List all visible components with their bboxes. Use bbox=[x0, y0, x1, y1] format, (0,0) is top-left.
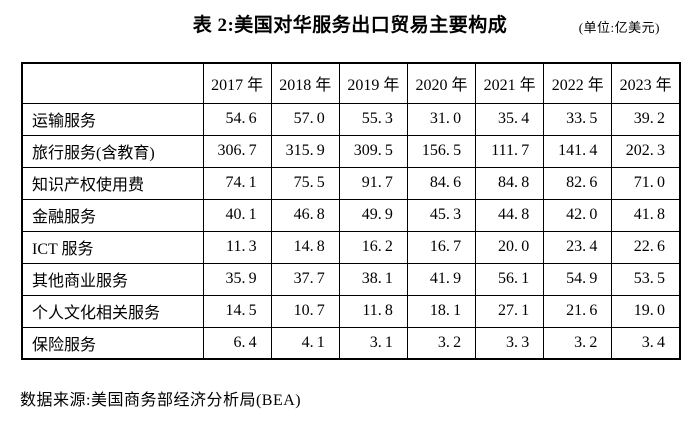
table-row: 个人文化相关服务 14. 5 10. 7 11. 8 18. 1 27. 1 21. 6 19… bbox=[21, 294, 681, 328]
row-label: 保险服务 bbox=[21, 326, 204, 360]
value-cell: 141. 4 bbox=[543, 134, 613, 168]
corner-cell bbox=[21, 62, 204, 104]
value-cell: 18. 1 bbox=[406, 294, 477, 328]
value-cell: 84. 8 bbox=[475, 166, 545, 200]
value-cell: 22. 6 bbox=[611, 230, 681, 264]
value-cell: 11. 3 bbox=[202, 230, 272, 264]
value-cell: 21. 6 bbox=[543, 294, 613, 328]
value-cell: 11. 8 bbox=[338, 294, 408, 328]
table-header: 表 2:美国对华服务出口贸易主要构成 (单位:亿美元) bbox=[0, 0, 700, 42]
value-cell: 74. 1 bbox=[202, 166, 272, 200]
value-cell: 35. 4 bbox=[475, 102, 545, 136]
value-cell: 56. 1 bbox=[475, 262, 545, 296]
value-cell: 82. 6 bbox=[543, 166, 613, 200]
value-cell: 3. 2 bbox=[543, 326, 613, 360]
value-cell: 306. 7 bbox=[202, 134, 272, 168]
value-cell: 14. 8 bbox=[270, 230, 340, 264]
value-cell: 40. 1 bbox=[202, 198, 272, 232]
value-cell: 39. 2 bbox=[611, 102, 681, 136]
value-cell: 27. 1 bbox=[475, 294, 545, 328]
value-cell: 16. 2 bbox=[338, 230, 408, 264]
table-title: 表 2:美国对华服务出口贸易主要构成 bbox=[192, 15, 508, 36]
value-cell: 38. 1 bbox=[338, 262, 408, 296]
value-cell: 23. 4 bbox=[543, 230, 613, 264]
column-header: 2019 年 bbox=[338, 62, 408, 104]
table-row: 其他商业服务 35. 9 37. 7 38. 1 41. 9 56. 1 54. 9 53. … bbox=[21, 262, 681, 296]
value-cell: 315. 9 bbox=[270, 134, 340, 168]
column-header: 2022 年 bbox=[543, 62, 613, 104]
value-cell: 3. 2 bbox=[406, 326, 477, 360]
value-cell: 3. 3 bbox=[475, 326, 545, 360]
value-cell: 156. 5 bbox=[406, 134, 477, 168]
column-header: 2021 年 bbox=[475, 62, 545, 104]
row-label: 运输服务 bbox=[21, 102, 204, 136]
value-cell: 57. 0 bbox=[270, 102, 340, 136]
value-cell: 14. 5 bbox=[202, 294, 272, 328]
table-row: 保险服务 6. 4 4. 1 3. 1 3. 2 3. 3 3. 2 3. 4 bbox=[21, 326, 681, 360]
value-cell: 54. 6 bbox=[202, 102, 272, 136]
value-cell: 3. 4 bbox=[611, 326, 681, 360]
row-label: 知识产权使用费 bbox=[21, 166, 204, 200]
value-cell: 309. 5 bbox=[338, 134, 408, 168]
table-row: 知识产权使用费 74. 1 75. 5 91. 7 84. 6 84. 8 82. 6 71.… bbox=[21, 166, 681, 200]
value-cell: 46. 8 bbox=[270, 198, 340, 232]
value-cell: 4. 1 bbox=[270, 326, 340, 360]
row-label: ICT 服务 bbox=[21, 230, 204, 264]
value-cell: 41. 9 bbox=[406, 262, 477, 296]
value-cell: 91. 7 bbox=[338, 166, 408, 200]
row-label: 旅行服务(含教育) bbox=[21, 134, 204, 168]
value-cell: 111. 7 bbox=[475, 134, 545, 168]
row-label: 个人文化相关服务 bbox=[21, 294, 204, 328]
column-header: 2023 年 bbox=[611, 62, 681, 104]
row-label: 其他商业服务 bbox=[21, 262, 204, 296]
value-cell: 45. 3 bbox=[406, 198, 477, 232]
value-cell: 53. 5 bbox=[611, 262, 681, 296]
table-row: 运输服务 54. 6 57. 0 55. 3 31. 0 35. 4 33. 5 39. 2 bbox=[21, 102, 681, 136]
table-header-row: 2017 年 2018 年 2019 年 2020 年 2021 年 2022 年 2023… bbox=[21, 62, 681, 104]
value-cell: 84. 6 bbox=[406, 166, 477, 200]
unit-note: (单位:亿美元) bbox=[578, 20, 660, 35]
value-cell: 10. 7 bbox=[270, 294, 340, 328]
value-cell: 44. 8 bbox=[475, 198, 545, 232]
column-header: 2018 年 bbox=[270, 62, 340, 104]
row-label: 金融服务 bbox=[21, 198, 204, 232]
table-row: ICT 服务 11. 3 14. 8 16. 2 16. 7 20. 0 23. 4 22. … bbox=[21, 230, 681, 264]
value-cell: 37. 7 bbox=[270, 262, 340, 296]
value-cell: 42. 0 bbox=[543, 198, 613, 232]
value-cell: 75. 5 bbox=[270, 166, 340, 200]
value-cell: 20. 0 bbox=[475, 230, 545, 264]
value-cell: 6. 4 bbox=[202, 326, 272, 360]
value-cell: 3. 1 bbox=[338, 326, 408, 360]
value-cell: 31. 0 bbox=[406, 102, 477, 136]
value-cell: 54. 9 bbox=[543, 262, 613, 296]
value-cell: 41. 8 bbox=[611, 198, 681, 232]
value-cell: 33. 5 bbox=[543, 102, 613, 136]
column-header: 2020 年 bbox=[406, 62, 477, 104]
value-cell: 19. 0 bbox=[611, 294, 681, 328]
value-cell: 55. 3 bbox=[338, 102, 408, 136]
column-header: 2017 年 bbox=[202, 62, 272, 104]
value-cell: 35. 9 bbox=[202, 262, 272, 296]
value-cell: 71. 0 bbox=[611, 166, 681, 200]
value-cell: 16. 7 bbox=[406, 230, 477, 264]
data-table: 2017 年 2018 年 2019 年 2020 年 2021 年 2022 年 2023… bbox=[21, 62, 681, 360]
data-source: 数据来源:美国商务部经济分析局(BEA) bbox=[20, 392, 302, 409]
table-row: 金融服务 40. 1 46. 8 49. 9 45. 3 44. 8 42. 0 41. 8 bbox=[21, 198, 681, 232]
value-cell: 49. 9 bbox=[338, 198, 408, 232]
value-cell: 202. 3 bbox=[611, 134, 681, 168]
